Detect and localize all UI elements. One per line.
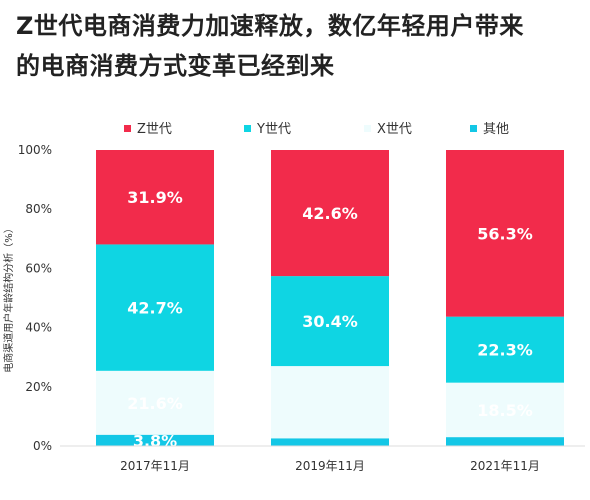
y-tick-label: 20% bbox=[25, 380, 52, 394]
bar-segment bbox=[96, 150, 214, 245]
bar-segment bbox=[271, 150, 389, 277]
legend-swatch bbox=[470, 125, 477, 132]
y-tick-label: 80% bbox=[25, 202, 52, 216]
y-tick-label: 100% bbox=[18, 143, 52, 157]
headline: Z世代电商消费力加速释放，数亿年轻用户带来 的电商消费方式变革已经到来 bbox=[16, 6, 582, 86]
legend-swatch bbox=[364, 125, 371, 132]
bar-segment bbox=[446, 382, 564, 438]
legend-label: Y世代 bbox=[256, 122, 291, 137]
bar-value-label: 30.4% bbox=[302, 312, 358, 331]
legend-label: X世代 bbox=[377, 122, 412, 137]
bar-segment bbox=[96, 244, 214, 371]
x-tick-label: 2017年11月 bbox=[120, 459, 190, 473]
y-tick-label: 0% bbox=[33, 439, 52, 453]
bar-segment bbox=[446, 316, 564, 383]
bar-value-label: 42.6% bbox=[302, 204, 358, 223]
headline-line-2: 的电商消费方式变革已经到来 bbox=[16, 52, 335, 80]
bar-segment bbox=[96, 370, 214, 435]
bar-value-label: 22.3% bbox=[477, 341, 533, 360]
bar-value-label: 42.7% bbox=[127, 299, 183, 318]
bar-value-label: 56.3% bbox=[477, 224, 533, 243]
bar-segment bbox=[96, 434, 214, 446]
bar-value-label: 21.6% bbox=[127, 394, 183, 413]
legend-label: 其他 bbox=[483, 122, 509, 137]
x-tick-label: 2021年11月 bbox=[470, 459, 540, 473]
bar-segment bbox=[446, 437, 564, 446]
legend-swatch bbox=[124, 125, 131, 132]
y-tick-label: 60% bbox=[25, 261, 52, 275]
bar-segment bbox=[271, 276, 389, 367]
bar-segment bbox=[446, 150, 564, 317]
x-tick-label: 2019年11月 bbox=[295, 459, 365, 473]
bar-value-label: 31.9% bbox=[127, 188, 183, 207]
headline-line-1: Z世代电商消费力加速释放，数亿年轻用户带来 bbox=[16, 12, 524, 40]
bar-segment bbox=[271, 366, 389, 439]
y-axis-title: 电商渠道用户年龄结构分析（%） bbox=[2, 223, 15, 373]
bar-value-label: 18.5% bbox=[477, 401, 533, 420]
legend-label: Z世代 bbox=[137, 122, 172, 137]
legend-swatch bbox=[244, 125, 251, 132]
bar-segment bbox=[271, 438, 389, 446]
y-tick-label: 40% bbox=[25, 321, 52, 335]
